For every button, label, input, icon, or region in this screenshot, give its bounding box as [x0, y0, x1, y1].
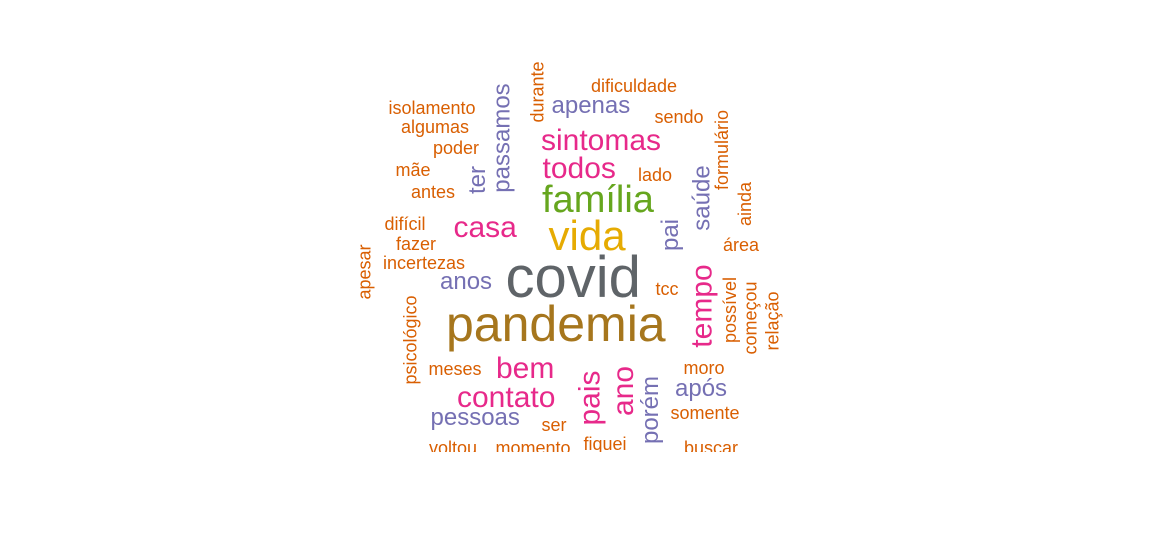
word-cloud-word: covid: [505, 245, 641, 310]
word-cloud-word: difícil: [384, 214, 426, 234]
word-cloud-word: casa: [453, 211, 517, 244]
word-cloud-word: voltou: [429, 438, 478, 452]
word-cloud-word: lado: [638, 165, 673, 185]
word-cloud-word: pai: [657, 218, 685, 252]
word-cloud-word: pandemia: [446, 296, 666, 352]
word-cloud-word: tempo: [685, 264, 719, 348]
word-cloud-word: sintomas: [541, 124, 662, 157]
word-cloud-word: sendo: [654, 107, 704, 127]
word-cloud-word: fiquei: [583, 434, 627, 452]
word-cloud-word: dificuldade: [591, 76, 678, 96]
word-cloud-word: momento: [495, 438, 571, 452]
word-cloud-word: mãe: [395, 160, 431, 180]
word-cloud-word: vida: [548, 212, 626, 259]
word-cloud-area: covid pandemia vida família sintomas todos cas…: [340, 60, 820, 452]
word-cloud-word: ser: [541, 415, 567, 435]
word-cloud-word: família: [542, 179, 654, 221]
word-cloud-word: ainda: [735, 181, 756, 227]
word-cloud-word: apenas: [551, 92, 631, 119]
word-cloud-word: todos: [542, 152, 616, 185]
word-cloud-word: anos: [440, 268, 493, 295]
word-cloud-word: somente: [670, 403, 740, 423]
word-cloud-word: incertezas: [383, 253, 466, 273]
word-cloud-word: porém: [637, 375, 665, 445]
word-cloud-word: possível: [720, 276, 741, 344]
word-cloud-word: formulário: [712, 109, 733, 191]
word-cloud-word: tcc: [655, 279, 679, 299]
word-cloud-word: começou: [740, 281, 761, 355]
word-cloud-word: poder: [433, 138, 480, 158]
word-cloud-word: contato: [457, 381, 556, 414]
word-cloud-word: psicológico: [400, 295, 421, 385]
word-cloud-word: relação: [762, 291, 783, 351]
word-cloud-word: algumas: [401, 117, 470, 137]
word-cloud-word: pais: [573, 370, 607, 426]
word-cloud-word: apesar: [354, 244, 375, 300]
word-cloud-word: antes: [411, 182, 456, 202]
word-cloud-word: saúde: [688, 165, 716, 231]
word-cloud-word: bem: [496, 352, 555, 385]
word-cloud-word: meses: [428, 359, 482, 379]
word-cloud-word: isolamento: [388, 98, 476, 118]
word-cloud-word: durante: [527, 61, 548, 123]
word-cloud-word: após: [675, 375, 728, 402]
word-cloud-word: pessoas: [430, 404, 520, 431]
word-cloud-word: buscar: [684, 438, 739, 452]
word-cloud-word: moro: [683, 358, 725, 378]
word-cloud-word: passamos: [488, 83, 516, 193]
word-cloud-word: ter: [464, 165, 492, 195]
word-cloud-word: fazer: [396, 234, 437, 254]
word-cloud-word: ano: [607, 365, 641, 417]
word-cloud-word: área: [723, 235, 760, 255]
